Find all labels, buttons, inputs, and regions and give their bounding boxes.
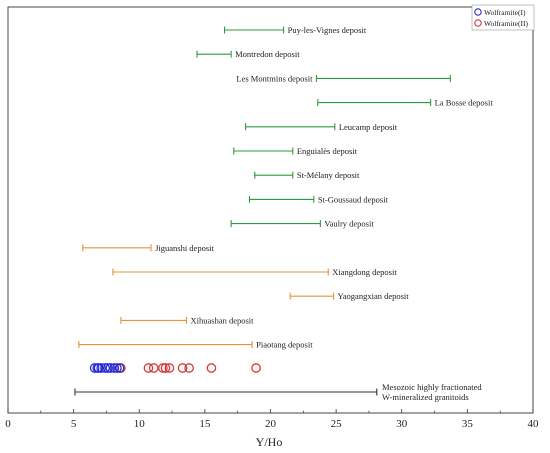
range-row: Montredon deposit: [196, 49, 300, 59]
range-row: Piaotang deposit: [78, 340, 313, 350]
wolframite-ii-point: [177, 363, 188, 373]
wolframite-ii-point: [251, 363, 261, 373]
x-tick-label: 10: [134, 418, 146, 430]
wolframite-i-point: [114, 363, 125, 373]
x-tick-label: 40: [528, 418, 540, 430]
wolframite-i-point: [93, 363, 104, 373]
granitoid-range: Mesozoic highly fractionated W-mineraliz…: [74, 382, 482, 402]
x-tick-label: 30: [396, 418, 408, 430]
range-row: Jiguanshi deposit: [82, 243, 214, 253]
legend-label-wolframite-i: Wolframite(I): [484, 8, 526, 17]
legend-marker-wolframite-ii: [474, 19, 482, 27]
wolframite-ii-point: [143, 363, 154, 373]
range-row: Vaulry deposit: [230, 219, 374, 229]
wolframite-ii-point: [184, 363, 194, 373]
range-row: Puy-les-Vignes deposit: [224, 25, 367, 35]
x-axis-label: Y/Ho: [256, 435, 283, 449]
range-label: St-Goussaud deposit: [318, 194, 389, 204]
range-label: Vaulry deposit: [324, 219, 374, 229]
range-label: Xihuashan deposit: [191, 315, 255, 325]
range-row: Leucamp deposit: [245, 122, 398, 132]
wolframite-ii-point: [158, 363, 168, 373]
range-label: Montredon deposit: [235, 49, 300, 59]
legend: Wolframite(I) Wolframite(II): [471, 4, 535, 31]
wolframite-i-point: [105, 363, 116, 373]
x-tick-label: 5: [71, 418, 77, 430]
wolframite-i-point: [89, 363, 100, 373]
wolframite-i-point: [100, 363, 110, 373]
granitoid-label-line-1: Mesozoic highly fractionated: [382, 382, 482, 392]
range-row: La Bosse deposit: [317, 98, 494, 108]
range-row: St-Goussaud deposit: [248, 194, 389, 204]
range-label: Puy-les-Vignes deposit: [288, 25, 367, 35]
wolframite-ii-point: [160, 363, 171, 373]
x-tick-label: 15: [199, 418, 211, 430]
range-row: Xiangdong deposit: [112, 267, 397, 277]
range-label: Yaogangxian deposit: [338, 291, 410, 301]
range-row: Xihuashan deposit: [120, 315, 255, 325]
range-label: Enguialès deposit: [297, 146, 358, 156]
range-label: Piaotang deposit: [256, 340, 313, 350]
wolframite-ii-point: [206, 363, 217, 373]
range-row: Enguialès deposit: [233, 146, 358, 156]
range-row: Yaogangxian deposit: [289, 291, 410, 301]
legend-marker-wolframite-i: [474, 8, 482, 16]
x-axis: Y/Ho 0 5 10 15 20 25 30 35 40: [5, 409, 539, 449]
range-label: Leucamp deposit: [339, 122, 398, 132]
wolframite-ii-point: [148, 363, 159, 373]
plot-frame: [7, 6, 534, 414]
range-label: La Bosse deposit: [435, 98, 494, 108]
range-label: Xiangdong deposit: [332, 267, 397, 277]
legend-box: [471, 4, 535, 31]
legend-label-wolframite-ii: Wolframite(II): [484, 19, 528, 28]
range-row: St-Mélany deposit: [254, 170, 360, 180]
wolframite-i-point: [102, 363, 113, 373]
wolframite-i-point: [112, 363, 122, 373]
range-bars: Puy-les-Vignes deposit Montredon deposit L…: [78, 25, 494, 350]
range-row: Les Montmins deposit: [236, 73, 451, 83]
x-tick-label: 25: [331, 418, 343, 430]
range-label: Jiguanshi deposit: [155, 243, 214, 253]
x-tick-label: 35: [462, 418, 474, 430]
wolframite-i-point: [109, 363, 120, 373]
granitoid-label-line-2: W-mineralized granitoids: [382, 392, 469, 402]
range-label: Les Montmins deposit: [236, 73, 313, 83]
x-tick-label: 0: [5, 418, 11, 430]
range-label: St-Mélany deposit: [297, 170, 360, 180]
wolframite-i-point: [96, 363, 107, 373]
wolframite-points: [89, 363, 261, 373]
x-tick-label: 20: [265, 418, 277, 430]
wolframite-ii-point: [164, 363, 175, 373]
plot-border: [7, 6, 534, 414]
